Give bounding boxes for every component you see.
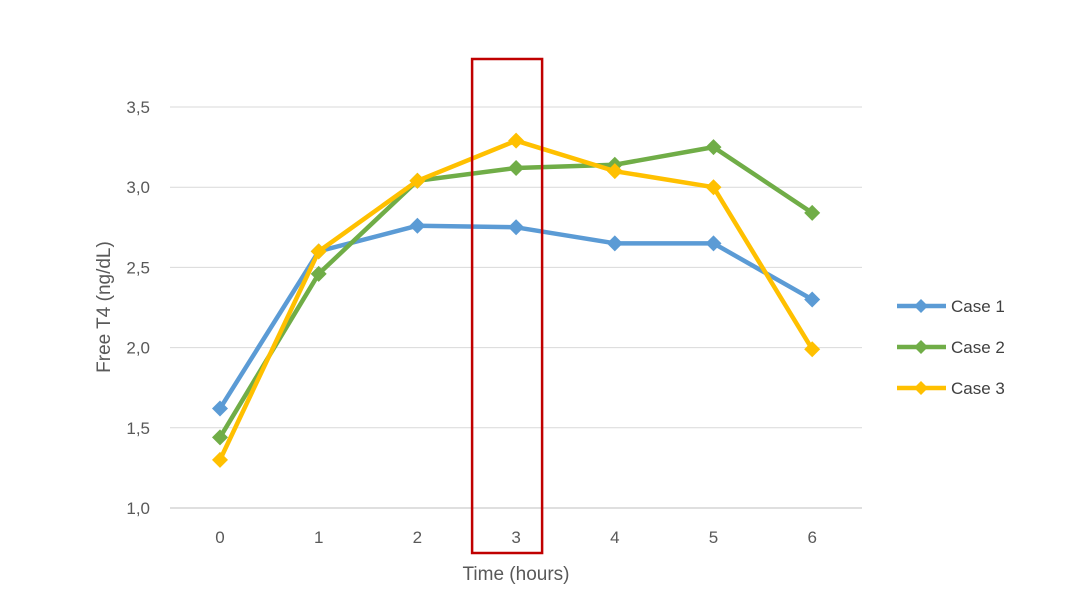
data-point xyxy=(409,172,426,189)
x-tick-labels: 0 1 2 3 4 5 6 xyxy=(215,528,817,547)
series-1 xyxy=(212,217,821,417)
series-2 xyxy=(212,139,821,446)
data-point xyxy=(606,235,623,252)
x-tick-label: 4 xyxy=(610,528,619,547)
series-layer xyxy=(212,132,821,468)
legend-swatch-marker xyxy=(914,299,928,313)
y-tick-label: 3,5 xyxy=(126,98,150,117)
legend-label: Case 3 xyxy=(951,379,1005,398)
legend: Case 1 Case 2 Case 3 xyxy=(897,297,1005,398)
x-tick-label: 6 xyxy=(807,528,816,547)
y-tick-label: 2,5 xyxy=(126,258,150,277)
highlight-box xyxy=(470,57,544,555)
data-point xyxy=(212,400,228,417)
x-tick-label: 5 xyxy=(709,528,718,547)
data-point xyxy=(606,163,623,180)
data-point xyxy=(705,235,722,252)
data-point xyxy=(804,204,821,221)
y-tick-labels: 1,0 1,5 2,0 2,5 3,0 3,5 xyxy=(126,98,150,518)
data-point xyxy=(310,243,327,260)
grid-layer xyxy=(170,106,862,509)
legend-swatch-marker xyxy=(914,340,928,354)
series-line xyxy=(217,144,815,440)
series-line xyxy=(217,223,815,411)
x-tick-label: 3 xyxy=(511,528,520,547)
data-point xyxy=(705,139,722,156)
y-axis-title: Free T4 (ng/dL) xyxy=(94,241,115,373)
legend-item: Case 3 xyxy=(897,379,1005,398)
data-point xyxy=(508,219,525,236)
data-point xyxy=(804,291,821,308)
legend-label: Case 2 xyxy=(951,338,1005,357)
data-point xyxy=(508,132,525,149)
data-point xyxy=(804,341,821,358)
series-line xyxy=(217,138,815,463)
legend-item: Case 1 xyxy=(897,297,1005,316)
y-tick-label: 1,5 xyxy=(126,419,150,438)
data-point xyxy=(310,265,327,282)
x-tick-label: 0 xyxy=(215,528,224,547)
data-point xyxy=(508,159,525,176)
x-tick-label: 2 xyxy=(413,528,422,547)
data-point xyxy=(212,451,228,468)
data-point xyxy=(409,217,426,234)
legend-item: Case 2 xyxy=(897,338,1005,357)
y-tick-label: 2,0 xyxy=(126,339,150,358)
data-point xyxy=(705,179,722,196)
series-3 xyxy=(212,132,821,468)
legend-label: Case 1 xyxy=(951,297,1005,316)
x-axis-title: Time (hours) xyxy=(463,564,570,585)
x-tick-label: 1 xyxy=(314,528,323,547)
data-point xyxy=(212,429,228,446)
y-tick-label: 3,0 xyxy=(126,178,150,197)
legend-swatch-marker xyxy=(914,381,928,395)
y-tick-label: 1,0 xyxy=(126,499,150,518)
